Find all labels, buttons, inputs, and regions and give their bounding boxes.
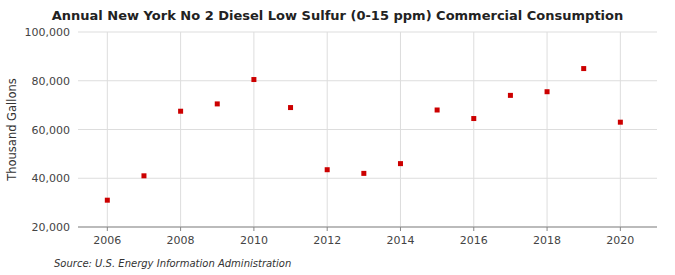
x-tick-label: 2014 [386, 234, 414, 247]
x-tick [620, 227, 621, 231]
title: Annual New York No 2 Diesel Low Sulfur (… [52, 8, 624, 23]
x-grid-line [400, 32, 401, 227]
y-tick-label: 40,000 [32, 172, 71, 185]
x-grid-line [473, 32, 474, 227]
point [215, 101, 220, 106]
y-grid-line [78, 178, 657, 179]
point [435, 108, 440, 113]
x-tick-label: 2010 [240, 234, 268, 247]
point [398, 161, 403, 166]
x-grid-line [180, 32, 181, 227]
point [141, 173, 146, 178]
x-tick-label: 2018 [533, 234, 561, 247]
x-axis-line [78, 227, 657, 228]
y-grid-line [78, 80, 657, 81]
x-tick [327, 227, 328, 231]
x-tick [180, 227, 181, 231]
axes: 20,000 40,000 60,000 80,000 100,000 2006 2008 2… [25, 26, 658, 247]
x-grid-line [620, 32, 621, 227]
x-tick [473, 227, 474, 231]
y-grid-line [78, 227, 657, 228]
point [545, 89, 550, 94]
y-grid-line [78, 129, 657, 130]
x-tick-label: 2020 [606, 234, 634, 247]
x-tick [400, 227, 401, 231]
x-grid-line [547, 32, 548, 227]
point [618, 120, 623, 125]
point [105, 198, 110, 203]
y-grid-line [78, 32, 657, 33]
y-tick-label: 100,000 [25, 26, 71, 39]
chart: Annual New York No 2 Diesel Low Sulfur (… [0, 0, 675, 275]
x-tick [253, 227, 254, 231]
point [288, 105, 293, 110]
y-tick-label: 20,000 [32, 221, 71, 234]
x-tick-label: 2012 [313, 234, 341, 247]
x-tick-label: 2016 [460, 234, 488, 247]
x-grid-line [327, 32, 328, 227]
x-grid-line [253, 32, 254, 227]
x-tick [547, 227, 548, 231]
y-tick-label: 80,000 [32, 75, 71, 88]
point [361, 171, 366, 176]
x-tick-label: 2008 [167, 234, 195, 247]
y-axis-label: Thousand Gallons [5, 78, 19, 182]
point [178, 109, 183, 114]
point [508, 93, 513, 98]
point [325, 167, 330, 172]
y-tick-label: 60,000 [32, 124, 71, 137]
x-tick-label: 2006 [93, 234, 121, 247]
points [105, 66, 623, 203]
x-tick [107, 227, 108, 231]
point [471, 116, 476, 121]
source: Source: U.S. Energy Information Administ… [54, 258, 291, 269]
point [581, 66, 586, 71]
point [251, 77, 256, 82]
grid [78, 32, 657, 227]
